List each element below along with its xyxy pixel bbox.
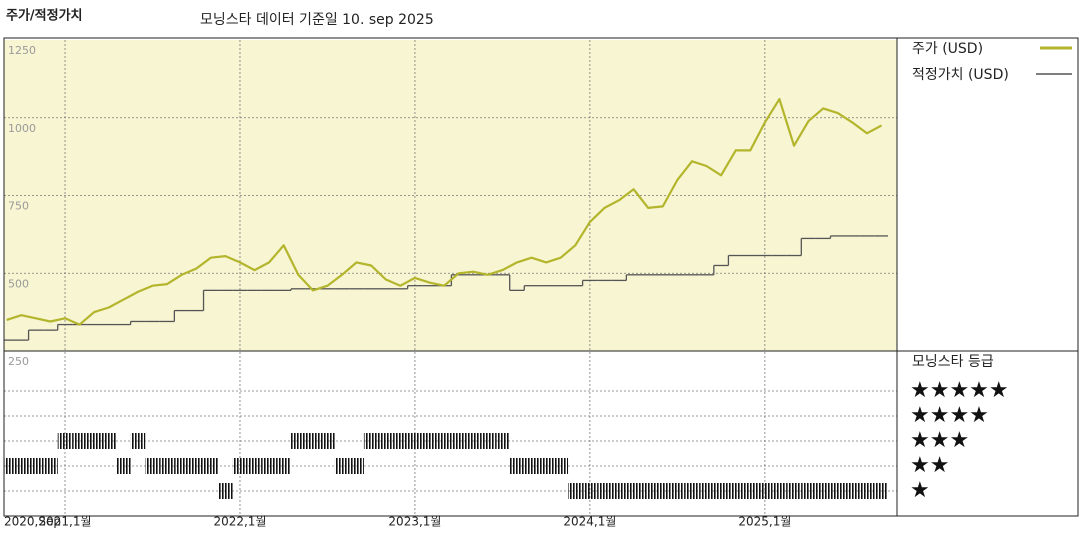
rating-bar (815, 483, 831, 499)
rating-bar (247, 458, 262, 474)
x-tick-label: 2025,1월 (738, 515, 791, 529)
rating-bar (874, 483, 888, 499)
x-tick-label: 2020,Sep (4, 515, 61, 529)
rating-bar (524, 458, 539, 474)
rating-bar (334, 458, 350, 474)
rating-bar (57, 433, 73, 449)
rating-bar (465, 433, 481, 449)
rating-bar (626, 483, 641, 499)
rating-bar (86, 433, 102, 449)
rating-bar (830, 483, 846, 499)
rating-bar (291, 433, 306, 449)
rating-bar (159, 458, 175, 474)
rating-bar (188, 458, 204, 474)
rating-bar (145, 458, 160, 474)
rating-bar (276, 458, 292, 474)
rating-bar (451, 433, 466, 449)
rating-bar (349, 458, 364, 474)
ratings-title: 모닝스타 등급 (912, 354, 994, 370)
rating-bar (43, 458, 58, 474)
rating-bar (261, 458, 277, 474)
rating-label: ★★ (910, 453, 949, 478)
rating-bar (859, 483, 875, 499)
rating-bar (509, 458, 525, 474)
y-tick-label: 250 (8, 355, 29, 368)
rating-label: ★★★ (910, 428, 969, 453)
y-tick-label: 1250 (8, 44, 36, 57)
rating-bar (13, 458, 29, 474)
rating-bar (378, 433, 394, 449)
frame-border (3, 37, 1079, 517)
rating-bar (786, 483, 802, 499)
rating-bar (422, 433, 437, 449)
rating-bar (305, 433, 321, 449)
rating-bar (393, 433, 408, 449)
rating-bar (407, 433, 423, 449)
rating-bar (101, 433, 117, 449)
y-tick-label: 500 (8, 277, 29, 290)
rating-bar (699, 483, 714, 499)
rating-bar (582, 483, 598, 499)
rating-label: ★★★★★ (910, 378, 1009, 403)
rating-bar (72, 433, 87, 449)
rating-bar (597, 483, 612, 499)
rating-bar (538, 458, 554, 474)
y-tick-label: 1000 (8, 122, 36, 135)
rating-bar (203, 458, 219, 474)
price-line (6, 98, 883, 326)
rating-label: ★★★★ (910, 403, 989, 428)
rating-bar (28, 458, 44, 474)
x-tick-label: 2024,1월 (563, 515, 616, 529)
rating-bar (4, 458, 14, 474)
frame (3, 37, 1079, 517)
chart-subtitle: 모닝스타 데이터 기준일 10. sep 2025 (200, 12, 434, 28)
rating-bar (495, 433, 510, 449)
rating-bar (728, 483, 743, 499)
rating-bar (611, 483, 627, 499)
chart-title: 주가/적정가치 (6, 8, 83, 24)
rating-bar (684, 483, 700, 499)
rating-bar (845, 483, 860, 499)
legend-label: 적정가치 (USD) (912, 67, 1009, 83)
rating-bar (713, 483, 729, 499)
rating-bar (480, 433, 496, 449)
x-tick-label: 2023,1월 (388, 515, 441, 529)
rating-bar (174, 458, 189, 474)
rating-bar (116, 458, 131, 474)
rating-bar (436, 433, 452, 449)
rating-bar (553, 458, 569, 474)
rating-bar (742, 483, 758, 499)
rating-bar (363, 433, 379, 449)
rating-label: ★ (910, 478, 930, 503)
x-tick-label: 2021,1월 (39, 515, 92, 529)
rating-bar (757, 483, 773, 499)
rating-bar (232, 458, 248, 474)
rating-bar (801, 483, 816, 499)
rating-bar (670, 483, 685, 499)
rating-bar (568, 483, 583, 499)
rating-bar (218, 483, 233, 499)
y-tick-label: 750 (8, 200, 29, 213)
x-tick-label: 2022,1월 (213, 515, 266, 529)
rating-bar (130, 433, 146, 449)
rating-bar (640, 483, 656, 499)
rating-bar (320, 433, 335, 449)
rating-bar (772, 483, 787, 499)
rating-bar (655, 483, 671, 499)
legend-label: 주가 (USD) (912, 41, 983, 57)
